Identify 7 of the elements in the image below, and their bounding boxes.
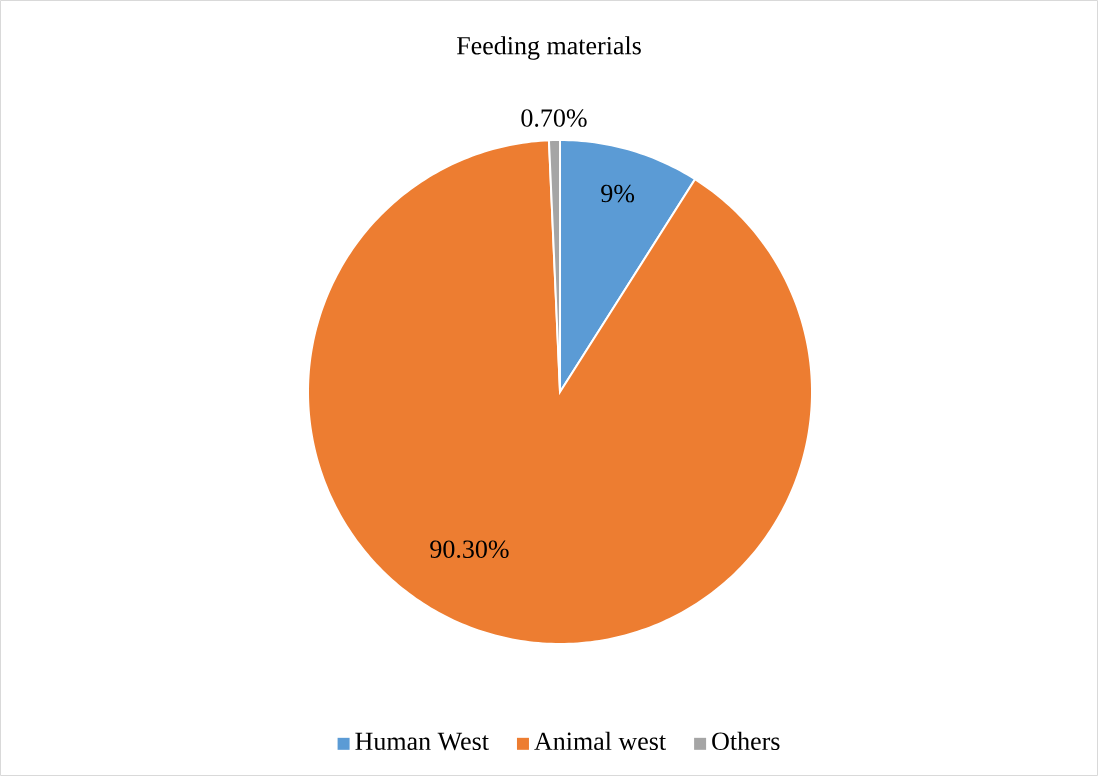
data-label: 90.30%: [430, 540, 509, 559]
chart-title: Feeding materials: [456, 36, 641, 60]
data-label: 9%: [601, 184, 635, 203]
legend-label: Others: [712, 731, 780, 751]
legend-label: Human West: [355, 732, 489, 751]
data-label: 0.70%: [521, 109, 587, 127]
legend-label: Animal west: [534, 731, 666, 751]
